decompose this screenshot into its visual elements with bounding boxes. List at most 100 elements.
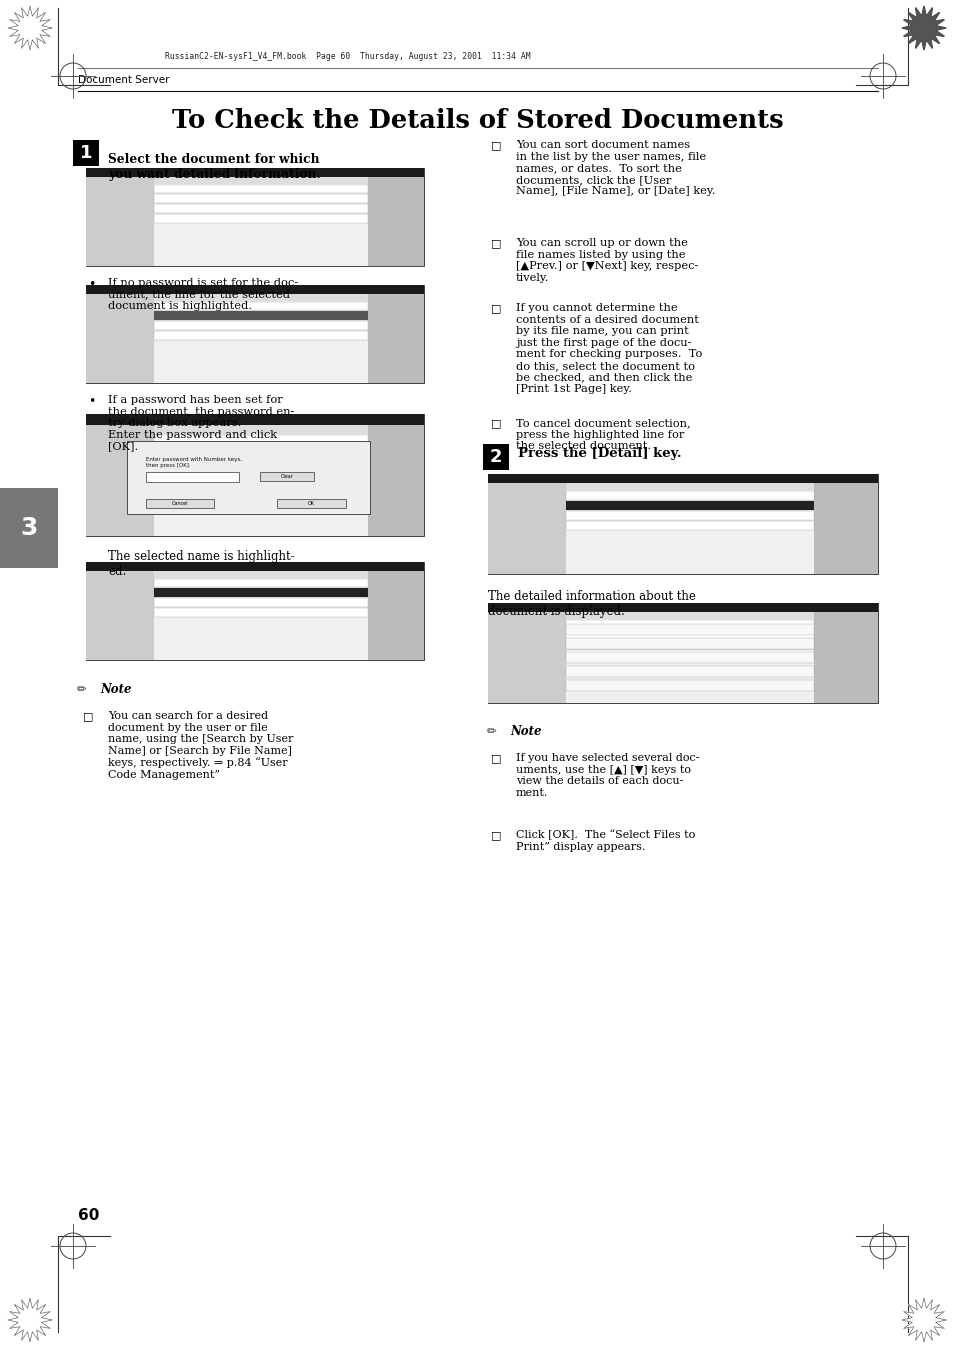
FancyBboxPatch shape bbox=[368, 177, 423, 266]
FancyBboxPatch shape bbox=[153, 332, 368, 340]
FancyBboxPatch shape bbox=[153, 472, 368, 483]
Text: To Check the Details of Stored Documents: To Check the Details of Stored Documents bbox=[172, 108, 783, 132]
Text: □: □ bbox=[491, 303, 501, 313]
Text: □: □ bbox=[491, 754, 501, 763]
FancyBboxPatch shape bbox=[153, 599, 368, 607]
FancyBboxPatch shape bbox=[565, 483, 813, 491]
FancyBboxPatch shape bbox=[153, 214, 368, 222]
FancyBboxPatch shape bbox=[565, 638, 813, 648]
FancyBboxPatch shape bbox=[86, 425, 153, 537]
Text: Note: Note bbox=[510, 725, 541, 737]
FancyBboxPatch shape bbox=[565, 612, 813, 619]
FancyBboxPatch shape bbox=[73, 140, 99, 166]
FancyBboxPatch shape bbox=[565, 620, 813, 630]
FancyBboxPatch shape bbox=[488, 612, 565, 704]
Text: If you have selected several doc-
uments, use the [▲] [▼] keys to
view the detai: If you have selected several doc- uments… bbox=[516, 754, 699, 798]
Polygon shape bbox=[8, 5, 52, 50]
Text: To cancel document selection,
press the highlighted line for
the selected docume: To cancel document selection, press the … bbox=[516, 418, 690, 452]
Text: Enter password with Number keys,
then press [OK].: Enter password with Number keys, then pr… bbox=[146, 457, 242, 468]
Text: 3: 3 bbox=[20, 516, 38, 541]
FancyBboxPatch shape bbox=[86, 562, 423, 661]
Text: Select the document for which
you want detailed information.: Select the document for which you want d… bbox=[108, 154, 320, 181]
FancyBboxPatch shape bbox=[86, 414, 423, 425]
Text: ✏: ✏ bbox=[486, 725, 497, 737]
Text: □: □ bbox=[83, 710, 93, 721]
Text: The detailed information about the
document is displayed.: The detailed information about the docum… bbox=[488, 590, 695, 617]
FancyBboxPatch shape bbox=[86, 284, 423, 294]
Text: The selected name is highlight-
ed.: The selected name is highlight- ed. bbox=[108, 550, 294, 578]
Text: Note: Note bbox=[100, 683, 132, 696]
Text: If a password has been set for
the document, the password en-
try dialog box app: If a password has been set for the docum… bbox=[108, 395, 294, 452]
FancyBboxPatch shape bbox=[488, 603, 877, 612]
FancyBboxPatch shape bbox=[153, 589, 368, 597]
FancyBboxPatch shape bbox=[86, 177, 153, 266]
Text: □: □ bbox=[491, 239, 501, 248]
FancyBboxPatch shape bbox=[86, 168, 423, 177]
FancyBboxPatch shape bbox=[86, 562, 423, 570]
FancyBboxPatch shape bbox=[146, 499, 213, 508]
FancyBboxPatch shape bbox=[565, 624, 813, 635]
FancyBboxPatch shape bbox=[565, 520, 813, 530]
Text: If you cannot determine the
contents of a desired document
by its file name, you: If you cannot determine the contents of … bbox=[516, 303, 701, 394]
Text: 2: 2 bbox=[489, 448, 501, 466]
FancyBboxPatch shape bbox=[565, 640, 813, 648]
Text: You can sort document names
in the list by the user names, file
names, or dates.: You can sort document names in the list … bbox=[516, 140, 715, 197]
FancyBboxPatch shape bbox=[153, 448, 368, 458]
FancyBboxPatch shape bbox=[153, 570, 368, 578]
FancyBboxPatch shape bbox=[565, 650, 813, 659]
FancyBboxPatch shape bbox=[153, 302, 368, 310]
FancyBboxPatch shape bbox=[488, 483, 565, 574]
FancyBboxPatch shape bbox=[565, 652, 813, 663]
Text: □: □ bbox=[491, 418, 501, 429]
FancyBboxPatch shape bbox=[813, 483, 877, 574]
FancyBboxPatch shape bbox=[565, 491, 813, 500]
FancyBboxPatch shape bbox=[368, 570, 423, 661]
FancyBboxPatch shape bbox=[153, 311, 368, 321]
FancyBboxPatch shape bbox=[813, 612, 877, 704]
FancyBboxPatch shape bbox=[153, 589, 368, 597]
Text: You can search for a desired
document by the user or file
name, using the [Searc: You can search for a desired document by… bbox=[108, 710, 294, 780]
Text: Click [OK].  The “Select Files to
Print” display appears.: Click [OK]. The “Select Files to Print” … bbox=[516, 830, 695, 852]
FancyBboxPatch shape bbox=[153, 435, 368, 446]
FancyBboxPatch shape bbox=[565, 630, 813, 639]
Text: Cancel: Cancel bbox=[172, 501, 188, 506]
Text: 1: 1 bbox=[80, 144, 92, 162]
FancyBboxPatch shape bbox=[277, 499, 345, 508]
FancyBboxPatch shape bbox=[86, 168, 423, 266]
Text: 60: 60 bbox=[78, 1209, 99, 1224]
FancyBboxPatch shape bbox=[482, 443, 509, 470]
Text: •: • bbox=[88, 278, 95, 291]
Text: •: • bbox=[88, 395, 95, 408]
FancyBboxPatch shape bbox=[565, 666, 813, 677]
FancyBboxPatch shape bbox=[565, 501, 813, 510]
FancyBboxPatch shape bbox=[153, 294, 368, 301]
FancyBboxPatch shape bbox=[0, 488, 58, 568]
FancyBboxPatch shape bbox=[153, 185, 368, 194]
FancyBboxPatch shape bbox=[565, 511, 813, 520]
FancyBboxPatch shape bbox=[565, 679, 813, 692]
FancyBboxPatch shape bbox=[153, 321, 368, 330]
FancyBboxPatch shape bbox=[153, 177, 368, 183]
FancyBboxPatch shape bbox=[153, 425, 368, 434]
FancyBboxPatch shape bbox=[127, 441, 370, 514]
FancyBboxPatch shape bbox=[368, 425, 423, 537]
FancyBboxPatch shape bbox=[86, 570, 153, 661]
Text: Clear: Clear bbox=[280, 474, 294, 479]
FancyBboxPatch shape bbox=[368, 294, 423, 383]
Text: RussianC2-EN-sysF1_V4_FM.book  Page 60  Thursday, August 23, 2001  11:34 AM: RussianC2-EN-sysF1_V4_FM.book Page 60 Th… bbox=[165, 51, 530, 61]
Polygon shape bbox=[901, 5, 945, 50]
FancyBboxPatch shape bbox=[86, 294, 153, 383]
FancyBboxPatch shape bbox=[86, 414, 423, 537]
FancyBboxPatch shape bbox=[488, 474, 877, 574]
FancyBboxPatch shape bbox=[86, 284, 423, 383]
Text: Press the [Detail] key.: Press the [Detail] key. bbox=[517, 446, 680, 460]
FancyBboxPatch shape bbox=[153, 311, 368, 321]
Text: OK: OK bbox=[308, 501, 314, 506]
FancyBboxPatch shape bbox=[153, 578, 368, 588]
Text: □: □ bbox=[491, 140, 501, 150]
FancyBboxPatch shape bbox=[488, 603, 877, 704]
FancyBboxPatch shape bbox=[146, 472, 238, 481]
Text: If no password is set for the doc-
ument, the line for the selected
document is : If no password is set for the doc- ument… bbox=[108, 278, 297, 311]
Polygon shape bbox=[8, 1298, 52, 1343]
Text: You can scroll up or down the
file names listed by using the
[▲Prev.] or [▼Next]: You can scroll up or down the file names… bbox=[516, 239, 698, 283]
